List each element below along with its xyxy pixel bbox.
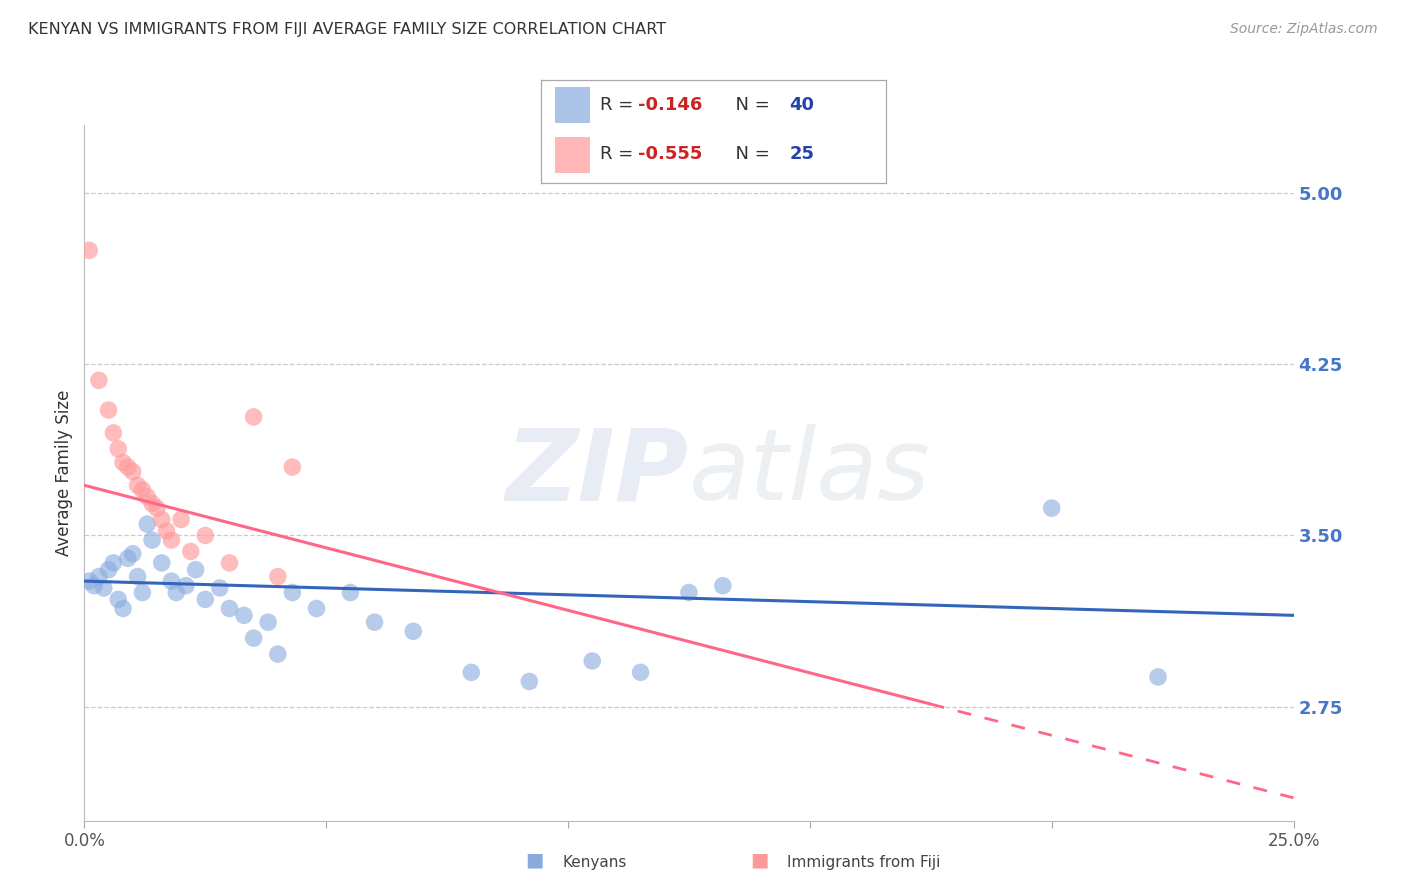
Point <box>218 601 240 615</box>
Point <box>155 524 177 538</box>
Point <box>77 244 100 258</box>
Point <box>127 478 149 492</box>
Point <box>581 654 603 668</box>
Point <box>233 608 256 623</box>
Point <box>517 674 540 689</box>
Bar <box>555 87 589 123</box>
Text: 25: 25 <box>789 145 814 163</box>
Point <box>460 665 482 680</box>
Point <box>402 624 425 639</box>
Point <box>121 465 143 479</box>
Point <box>267 647 290 661</box>
Point <box>165 585 187 599</box>
Point <box>107 592 129 607</box>
Point <box>131 585 153 599</box>
Point <box>194 528 217 542</box>
Text: Immigrants from Fiji: Immigrants from Fiji <box>787 855 941 870</box>
Point <box>141 497 163 511</box>
Point <box>180 544 202 558</box>
Point <box>141 533 163 547</box>
Point <box>136 517 159 532</box>
Point <box>257 615 280 630</box>
Point <box>127 569 149 583</box>
Point <box>112 601 135 615</box>
Bar <box>555 136 589 173</box>
Text: atlas: atlas <box>689 425 931 521</box>
Point <box>741 830 763 844</box>
Text: -0.146: -0.146 <box>638 96 702 114</box>
Text: R =: R = <box>600 96 638 114</box>
Text: R =: R = <box>600 145 638 163</box>
Point <box>630 665 652 680</box>
Text: Source: ZipAtlas.com: Source: ZipAtlas.com <box>1230 22 1378 37</box>
Text: Kenyans: Kenyans <box>562 855 627 870</box>
Point <box>174 579 197 593</box>
Point <box>194 592 217 607</box>
Text: KENYAN VS IMMIGRANTS FROM FIJI AVERAGE FAMILY SIZE CORRELATION CHART: KENYAN VS IMMIGRANTS FROM FIJI AVERAGE F… <box>28 22 666 37</box>
Point <box>184 563 207 577</box>
Point <box>678 585 700 599</box>
Point <box>218 556 240 570</box>
Point <box>146 501 169 516</box>
Point <box>267 569 290 583</box>
Point <box>363 615 385 630</box>
Point <box>208 581 231 595</box>
Text: -0.555: -0.555 <box>638 145 702 163</box>
Point <box>711 579 734 593</box>
Text: N =: N = <box>724 96 775 114</box>
Point <box>150 512 173 526</box>
Point <box>93 581 115 595</box>
Y-axis label: Average Family Size: Average Family Size <box>55 390 73 556</box>
Text: N =: N = <box>724 145 775 163</box>
Point <box>131 483 153 497</box>
Point <box>1147 670 1170 684</box>
Point <box>305 601 328 615</box>
Point <box>107 442 129 456</box>
Point <box>121 547 143 561</box>
Point <box>1282 859 1305 873</box>
Point <box>281 585 304 599</box>
Text: ■: ■ <box>524 851 544 870</box>
Point <box>136 490 159 504</box>
Text: ZIP: ZIP <box>506 425 689 521</box>
Point <box>1040 501 1063 516</box>
Point <box>103 425 125 440</box>
Point <box>117 551 139 566</box>
Point <box>160 533 183 547</box>
Text: ■: ■ <box>749 851 769 870</box>
Point <box>77 574 100 588</box>
Point <box>242 409 264 424</box>
Point <box>97 403 120 417</box>
Point <box>97 563 120 577</box>
Text: 40: 40 <box>789 96 814 114</box>
Point <box>103 556 125 570</box>
Point <box>281 460 304 475</box>
Point <box>943 830 966 844</box>
Point <box>87 373 110 387</box>
Point <box>117 460 139 475</box>
Point <box>242 631 264 645</box>
Point <box>170 512 193 526</box>
Point <box>87 569 110 583</box>
Point <box>112 455 135 469</box>
Point <box>83 579 105 593</box>
Point <box>150 556 173 570</box>
Point <box>160 574 183 588</box>
Point <box>339 585 361 599</box>
